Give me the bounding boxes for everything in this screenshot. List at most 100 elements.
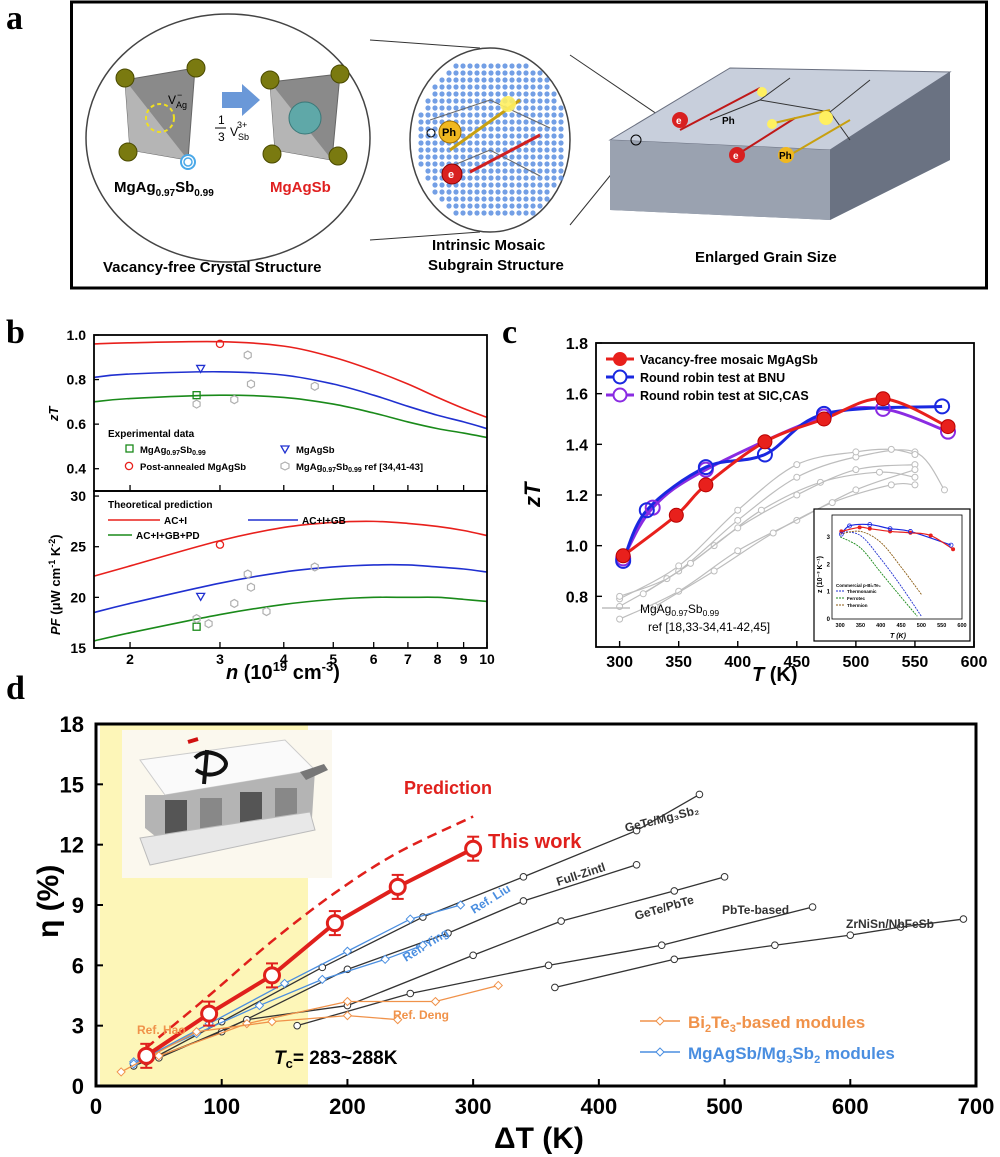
c-ref-point: [911, 481, 919, 489]
mosaic-atom: [495, 91, 501, 97]
mosaic-atom: [432, 147, 438, 153]
b-xtick-label: 4: [280, 651, 288, 667]
mosaic-atom: [488, 140, 494, 146]
c-ref-point: [911, 473, 919, 481]
b-point-ref: [192, 613, 201, 624]
mosaic-atom: [481, 168, 487, 174]
mosaic-atom: [495, 126, 501, 132]
b-xtick-label: 10: [479, 651, 495, 667]
d-point-pbte-based: [808, 903, 817, 911]
c-inset-point: [908, 529, 913, 534]
b-bottom-ylabel: PF (μW cm-1 K-2): [47, 534, 63, 635]
mosaic-atom: [537, 70, 543, 76]
mosaic-atom: [530, 182, 536, 188]
mosaic-atom: [460, 112, 466, 118]
c-ref-citation: ref [18,33-34,41-42,45]: [648, 620, 770, 634]
b-point-ref: [230, 394, 239, 405]
mosaic-atom: [453, 203, 459, 209]
mosaic-atom: [467, 98, 473, 104]
mosaic-atom: [425, 105, 431, 111]
fraction-num: 1: [218, 113, 225, 127]
b-point-ref: [192, 399, 201, 409]
c-ref-point: [734, 516, 742, 524]
d-label-pbte: PbTe-based: [722, 903, 789, 917]
mosaic-atom: [474, 203, 480, 209]
d-point-ref-liu: [405, 914, 415, 924]
c-inset-commercial: [840, 530, 922, 617]
mosaic-atom: [481, 203, 487, 209]
mosaic-atom: [418, 147, 424, 153]
vacancy-sb-label: VSb3+: [230, 120, 249, 142]
d-point-zrnisn-nbfesb: [551, 983, 559, 992]
mosaic-atom: [544, 175, 550, 181]
mosaic-atom: [502, 196, 508, 202]
c-inset-point: [867, 522, 873, 527]
mosaic-atom: [432, 140, 438, 146]
mosaic-atom: [474, 161, 480, 167]
d-point-full-zintl: [632, 860, 641, 869]
mosaic-atom: [432, 112, 438, 118]
b-legend-square: MgAg0.97Sb0.99: [140, 445, 206, 457]
d-point-zrnisn-nbfesb: [771, 941, 779, 950]
c-frame: [595, 342, 975, 648]
tetrahedron-filled: [260, 64, 350, 166]
c-point-mgagsb: [816, 411, 832, 427]
mosaic-atom: [530, 161, 536, 167]
d-this-work-point: [263, 966, 281, 985]
b-xtick-label: 7: [404, 651, 412, 667]
c-inset-xlabel: T (K): [890, 633, 907, 640]
b-ytick-label: 20: [70, 589, 86, 605]
c-inset-xtick: 600: [957, 623, 966, 629]
c-ref-point: [687, 559, 694, 567]
c-ytick-label: 1.8: [566, 336, 588, 353]
mosaic-atom: [481, 91, 487, 97]
mosaic-atom: [495, 182, 501, 188]
mosaic-atom: [516, 203, 522, 209]
mosaic-atom: [509, 182, 515, 188]
mosaic-atom: [530, 210, 536, 216]
d-point-pbte-based: [406, 989, 415, 998]
phonon-label-slab-1: Ph: [722, 116, 735, 127]
c-point-mgagsb: [940, 419, 956, 435]
mosaic-atom: [551, 161, 557, 167]
mosaic-atom: [453, 105, 459, 111]
mosaic-atom: [502, 189, 508, 195]
c-ref-point: [793, 473, 801, 481]
c-ref-point: [734, 524, 742, 532]
mosaic-atom: [523, 84, 529, 90]
c-ref-point: [940, 486, 948, 494]
d-ytick-label: 18: [60, 712, 84, 737]
d-series-pbte-based: [296, 906, 813, 1027]
c-inset-commercial: [840, 530, 922, 595]
mosaic-atom: [495, 98, 501, 104]
electron-label-slab-2: e: [733, 151, 739, 162]
d-series-zrnisn-nbfesb: [554, 918, 964, 989]
mosaic-atom: [460, 189, 466, 195]
c-xtick-label: 500: [843, 654, 870, 671]
mosaic-atom: [432, 161, 438, 167]
mosaic-atom: [523, 119, 529, 125]
mosaic-atom: [467, 196, 473, 202]
mosaic-atom: [488, 133, 494, 139]
mosaic-atom: [474, 182, 480, 188]
mosaic-atom: [495, 77, 501, 83]
mosaic-atom: [425, 161, 431, 167]
mosaic-atom: [516, 91, 522, 97]
mosaic-atom: [488, 154, 494, 160]
b-xtick-label: 6: [370, 651, 378, 667]
d-point-ref-deng: [342, 996, 353, 1007]
mosaic-atom: [474, 189, 480, 195]
mosaic-atom: [537, 203, 543, 209]
mosaic-atom: [544, 112, 550, 118]
c-inset-ylabel: z (10⁻³ K⁻¹): [817, 556, 824, 593]
d-point-gete-pbte: [670, 887, 679, 895]
mosaic-atom: [432, 168, 438, 174]
mosaic-atom: [537, 98, 543, 104]
d-tc-label: Tc= 283~288K: [274, 1048, 398, 1071]
mosaic-atom: [474, 98, 480, 104]
c-ref-point: [769, 529, 777, 537]
d-point-pbte-based: [293, 1021, 301, 1030]
mosaic-atom: [544, 154, 550, 160]
mosaic-atom: [537, 161, 543, 167]
mosaic-atom: [453, 91, 459, 97]
